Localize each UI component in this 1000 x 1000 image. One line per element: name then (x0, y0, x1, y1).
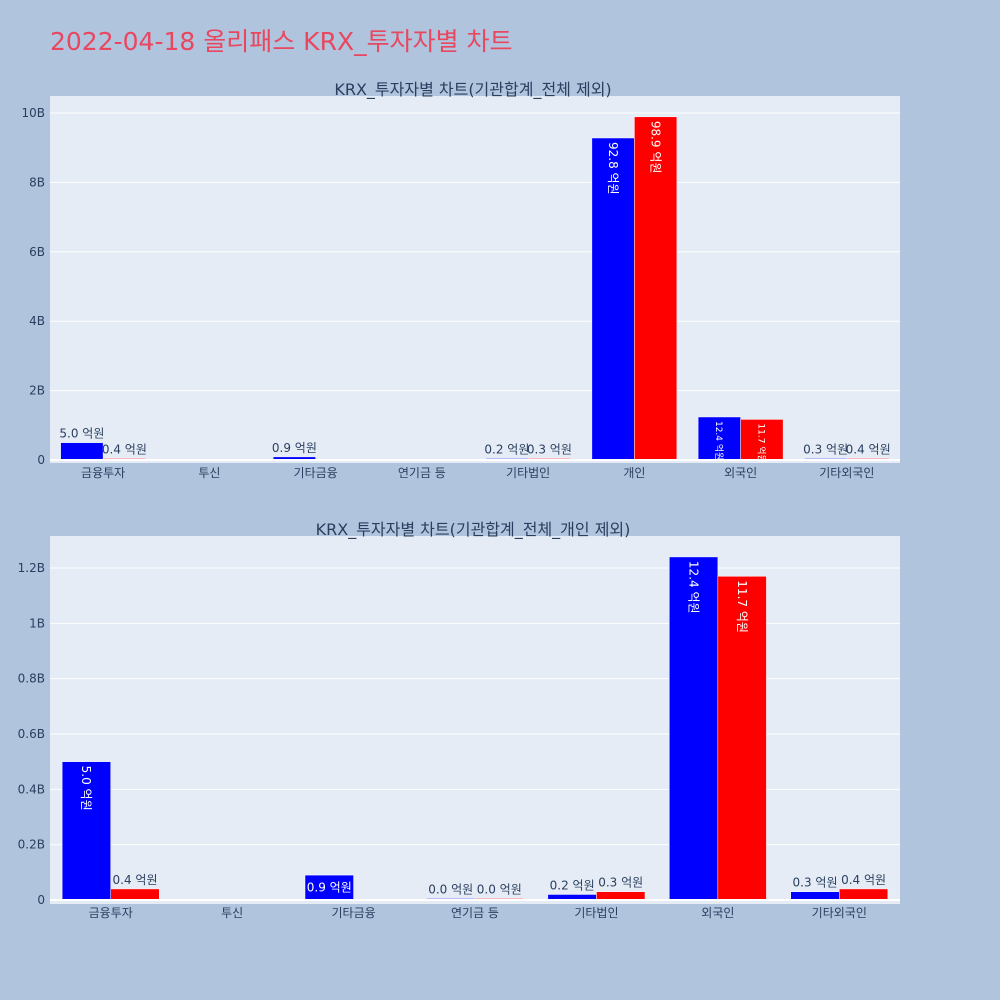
data-label: 12.4 억원 (713, 421, 725, 460)
y-tick-label: 0.8B (18, 672, 45, 686)
data-label: 5.0 억원 (79, 766, 93, 811)
x-tick-label: 외국인 (701, 906, 734, 920)
y-tick-label: 0 (37, 893, 45, 907)
bar (596, 891, 646, 901)
bar (304, 874, 354, 901)
x-tick-label: 연기금 등 (398, 466, 446, 480)
x-tick-label: 투신 (198, 466, 220, 480)
chart-investor-excl-individual: 0 0.2B 0.4B 0.6B 0.8B 1B 1.2B KRX_투자자별 차트(기관합계_… (18, 520, 900, 920)
bar (717, 576, 767, 901)
bar (839, 888, 889, 901)
y-tick-label: 4B (29, 314, 45, 328)
data-label: 0.4 억원 (113, 873, 158, 887)
y-tick-label: 0.4B (18, 782, 45, 796)
chart-title: KRX_투자자별 차트(기관합계_전체_개인 제외) (316, 520, 631, 540)
bar (634, 116, 678, 461)
data-label: 0.0 억원 (428, 883, 473, 897)
y-tick-label: 0.6B (18, 727, 45, 741)
chart-investor-all: 0 2B 4B 6B 8B 10B KRX_투자자별 차트(기관합계_전체 제외) 금융투자 5… (21, 80, 900, 480)
bar (110, 888, 160, 901)
x-tick-label: 외국인 (724, 466, 757, 480)
x-tick-label: 기타금융 (294, 466, 338, 480)
data-label: 92.8 억원 (606, 142, 620, 195)
bar (591, 137, 635, 461)
y-tick-label: 1B (29, 616, 45, 630)
data-label: 0.9 억원 (307, 881, 352, 895)
data-label: 0.3 억원 (803, 443, 848, 457)
x-tick-label: 기타법인 (574, 906, 618, 920)
data-label: 0.9 억원 (272, 441, 317, 455)
chart-title: KRX_투자자별 차트(기관합계_전체 제외) (334, 80, 611, 100)
x-tick-label: 금융투자 (89, 906, 133, 920)
x-tick-label: 개인 (623, 466, 645, 480)
data-label: 0.2 억원 (484, 443, 529, 457)
data-label: 12.4 억원 (686, 561, 700, 614)
data-label: 0.4 억원 (102, 443, 147, 457)
data-label: 0.3 억원 (598, 876, 643, 890)
data-label: 5.0 억원 (59, 427, 104, 441)
data-label: 0.3 억원 (793, 876, 838, 890)
x-tick-label: 연기금 등 (451, 906, 499, 920)
data-label: 0.0 억원 (477, 883, 522, 897)
x-tick-label: 기타외국인 (819, 466, 874, 480)
y-tick-label: 1.2B (18, 561, 45, 575)
bar (790, 891, 840, 901)
bar (60, 442, 104, 461)
bar (740, 419, 784, 461)
data-label: 0.4 억원 (841, 873, 886, 887)
x-tick-label: 금융투자 (81, 466, 125, 480)
data-label: 0.4 억원 (846, 443, 891, 457)
x-tick-label: 기타금융 (331, 906, 375, 920)
x-tick-label: 기타외국인 (812, 906, 867, 920)
y-tick-label: 6B (29, 245, 45, 259)
data-label: 11.7 억원 (735, 580, 749, 633)
page-title: 2022-04-18 올리패스 KRX_투자자별 차트 (50, 27, 513, 56)
data-label: 0.2 억원 (550, 878, 595, 892)
data-label: 11.7 억원 (756, 423, 768, 462)
x-tick-label: 기타법인 (506, 466, 550, 480)
y-tick-label: 0 (37, 453, 45, 467)
y-tick-label: 2B (29, 384, 45, 398)
y-tick-label: 0.2B (18, 838, 45, 852)
bar (669, 556, 719, 901)
data-label: 98.9 억원 (648, 121, 662, 174)
plot-area (50, 536, 900, 904)
y-tick-label: 10B (21, 106, 45, 120)
bar (61, 761, 111, 901)
x-tick-label: 투신 (221, 906, 243, 920)
bar (697, 416, 741, 461)
data-label: 0.3 억원 (527, 443, 572, 457)
y-tick-label: 8B (29, 175, 45, 189)
plot-area (50, 96, 900, 463)
